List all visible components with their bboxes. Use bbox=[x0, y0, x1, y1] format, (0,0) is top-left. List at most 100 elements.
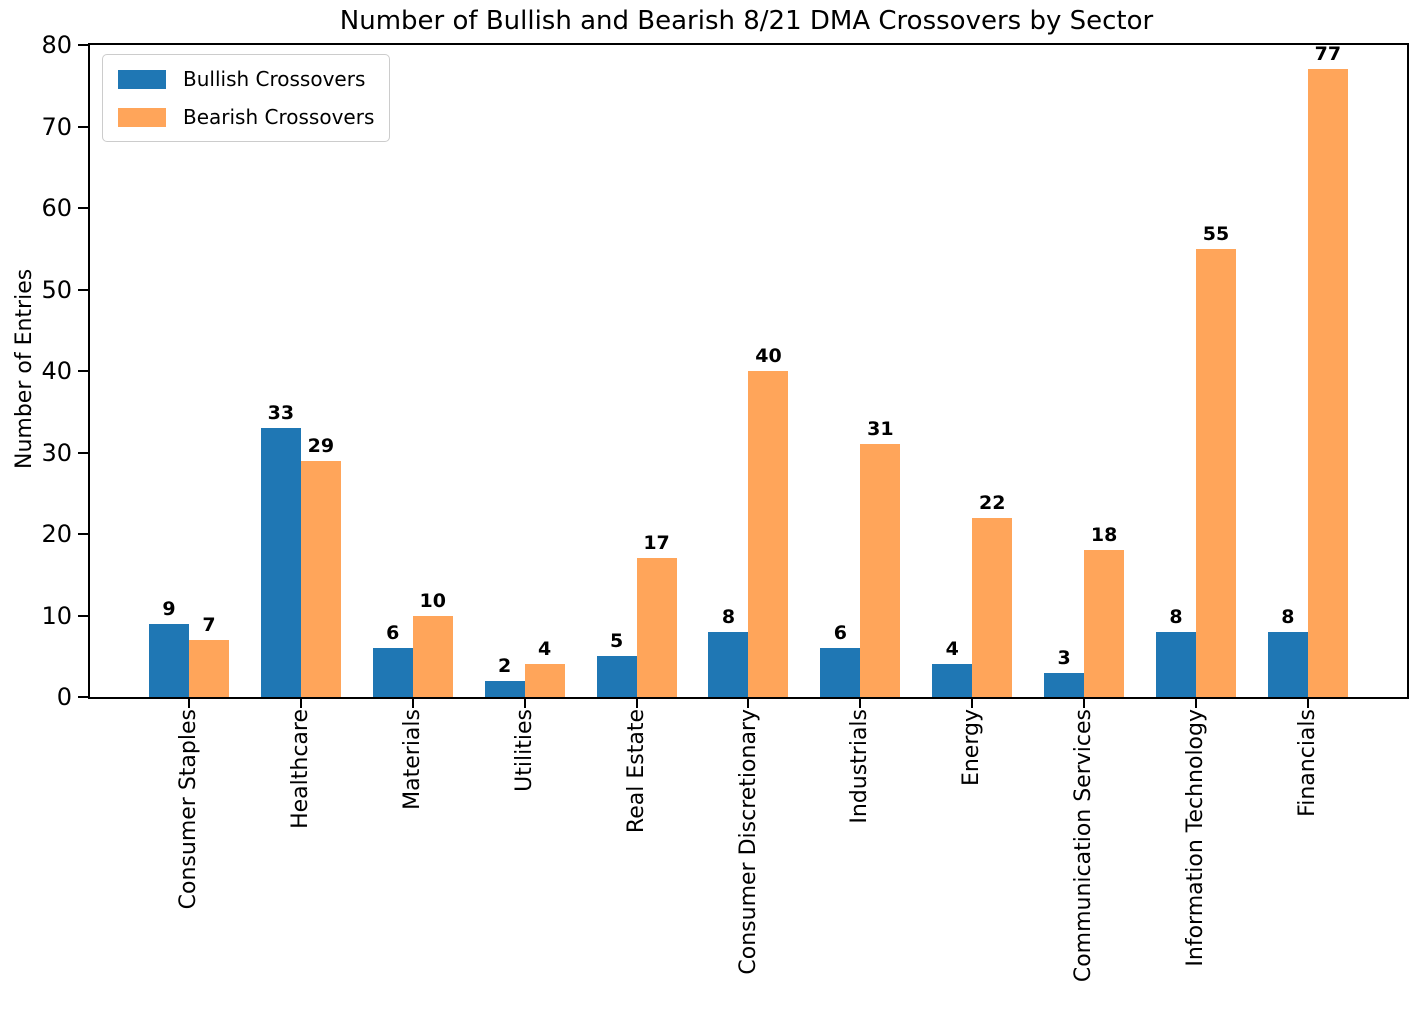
value-label-bullish-crossovers-materials: 6 bbox=[386, 622, 400, 645]
y-tick-label-70: 70 bbox=[41, 112, 72, 141]
x-tick-mark bbox=[1195, 699, 1198, 708]
y-tick-mark bbox=[78, 207, 88, 209]
x-tick-label-consumer-discretionary: Consumer Discretionary bbox=[735, 709, 761, 975]
x-tick-label-materials: Materials bbox=[399, 709, 425, 810]
bullish-crossovers-bar-financials bbox=[1267, 631, 1308, 697]
bullish-crossovers-bar-materials bbox=[372, 648, 413, 697]
value-label-bearish-crossovers-industrials: 31 bbox=[867, 418, 894, 441]
y-tick-mark bbox=[78, 451, 88, 454]
bar-group-financials: 8 77 bbox=[1267, 43, 1348, 708]
y-tick-label-30: 30 bbox=[41, 438, 72, 467]
bullish-crossovers-bar-energy bbox=[932, 664, 973, 697]
value-label-bearish-crossovers-real-estate: 17 bbox=[643, 532, 670, 555]
bearish-crossovers-bar-healthcare bbox=[300, 460, 341, 697]
y-tick-mark bbox=[78, 288, 88, 291]
value-label-bearish-crossovers-healthcare: 29 bbox=[307, 434, 335, 457]
bar-group-energy: 4 22 bbox=[932, 45, 1013, 708]
x-tick-label-information-technology: Information Technology bbox=[1183, 709, 1209, 967]
bullish-crossovers-bar-industrials bbox=[820, 648, 861, 697]
value-label-bullish-crossovers-consumer-discretionary: 8 bbox=[721, 605, 736, 628]
value-label-bullish-crossovers-energy: 4 bbox=[945, 638, 959, 661]
value-label-bullish-crossovers-information-technology: 8 bbox=[1169, 605, 1183, 628]
x-tick-mark bbox=[859, 699, 862, 708]
y-tick-label-0: 0 bbox=[56, 683, 72, 711]
x-tick-mark bbox=[971, 699, 974, 708]
value-label-bearish-crossovers-consumer-staples: 7 bbox=[202, 613, 216, 636]
legend: Bullish Crossovers Bearish Crossovers bbox=[102, 54, 391, 142]
y-tick-mark bbox=[78, 44, 88, 46]
x-tick-mark bbox=[299, 699, 302, 708]
legend-swatch-bearish bbox=[118, 107, 166, 127]
legend-item-bearish: Bearish Crossovers bbox=[118, 103, 374, 131]
x-tick-label-financials: Financials bbox=[1295, 709, 1320, 817]
bearish-crossovers-bar-financials bbox=[1307, 69, 1348, 697]
bearish-crossovers-bar-materials bbox=[412, 615, 453, 697]
x-tick-label-communication-services: Communication Services bbox=[1071, 709, 1097, 983]
bearish-crossovers-bar-utilities bbox=[524, 664, 565, 697]
legend-item-bullish: Bullish Crossovers bbox=[118, 65, 374, 93]
plot-area: 9 7 33 29 6 10 2 4 5 17 8 40 6 31 4 22 3 18 8 55 8 77 Bullish… bbox=[88, 43, 1409, 708]
y-tick-mark bbox=[78, 696, 88, 698]
value-label-bearish-crossovers-energy: 22 bbox=[979, 491, 1006, 514]
x-tick-mark bbox=[411, 699, 414, 708]
value-label-bullish-crossovers-consumer-staples: 9 bbox=[162, 597, 176, 620]
x-tick-label-consumer-staples: Consumer Staples bbox=[176, 709, 201, 910]
x-tick-mark bbox=[1083, 699, 1086, 708]
bearish-crossovers-bar-consumer-staples bbox=[189, 639, 229, 697]
y-tick-label-80: 80 bbox=[41, 31, 72, 59]
legend-swatch-bullish bbox=[118, 69, 166, 89]
value-label-bearish-crossovers-financials: 77 bbox=[1314, 43, 1342, 66]
x-tick-mark bbox=[523, 699, 526, 708]
value-label-bearish-crossovers-consumer-discretionary: 40 bbox=[755, 345, 782, 367]
y-tick-mark bbox=[78, 533, 88, 535]
bearish-crossovers-bar-communication-services bbox=[1084, 550, 1125, 697]
y-tick-label-10: 10 bbox=[41, 601, 72, 630]
bearish-crossovers-bar-energy bbox=[972, 517, 1013, 697]
value-label-bullish-crossovers-industrials: 6 bbox=[833, 622, 847, 645]
value-label-bearish-crossovers-communication-services: 18 bbox=[1090, 524, 1118, 547]
bar-group-materials: 6 10 bbox=[372, 45, 453, 708]
x-tick-label-real-estate: Real Estate bbox=[623, 709, 649, 834]
value-label-bullish-crossovers-healthcare: 33 bbox=[267, 402, 295, 425]
x-tick-mark bbox=[188, 699, 190, 708]
bar-group-real-estate: 5 17 bbox=[596, 45, 677, 708]
bullish-crossovers-bar-consumer-discretionary bbox=[708, 631, 749, 697]
y-tick-label-60: 60 bbox=[41, 194, 72, 222]
value-label-bearish-crossovers-materials: 10 bbox=[419, 589, 446, 612]
value-label-bullish-crossovers-communication-services: 3 bbox=[1057, 646, 1071, 669]
bar-group-consumer-discretionary: 8 40 bbox=[708, 45, 789, 708]
bearish-crossovers-bar-industrials bbox=[860, 444, 901, 697]
legend-label-bullish: Bullish Crossovers bbox=[183, 67, 366, 91]
bullish-crossovers-bar-utilities bbox=[484, 680, 525, 697]
bearish-crossovers-bar-real-estate bbox=[636, 558, 677, 697]
bearish-crossovers-bar-consumer-discretionary bbox=[748, 371, 789, 697]
bullish-crossovers-bar-information-technology bbox=[1156, 631, 1197, 697]
y-tick-label-50: 50 bbox=[41, 275, 72, 304]
value-label-bullish-crossovers-utilities: 2 bbox=[498, 654, 512, 677]
legend-label-bearish: Bearish Crossovers bbox=[183, 105, 375, 129]
y-tick-mark bbox=[78, 370, 88, 372]
y-tick-mark bbox=[78, 125, 88, 128]
x-tick-label-energy: Energy bbox=[959, 709, 985, 787]
value-label-bearish-crossovers-utilities: 4 bbox=[538, 638, 552, 661]
bullish-crossovers-bar-consumer-staples bbox=[149, 623, 189, 697]
x-tick-label-healthcare: Healthcare bbox=[287, 709, 313, 829]
bullish-crossovers-bar-real-estate bbox=[596, 656, 637, 697]
bullish-crossovers-bar-healthcare bbox=[260, 428, 301, 697]
x-tick-mark bbox=[1306, 699, 1309, 708]
bar-group-healthcare: 33 29 bbox=[260, 45, 341, 708]
bar-group-communication-services: 3 18 bbox=[1044, 45, 1125, 708]
bearish-crossovers-bar-information-technology bbox=[1196, 248, 1237, 697]
bar-group-information-technology: 8 55 bbox=[1156, 45, 1237, 708]
bullish-crossovers-bar-communication-services bbox=[1044, 672, 1085, 697]
x-tick-label-utilities: Utilities bbox=[511, 709, 537, 792]
x-tick-mark bbox=[635, 699, 638, 708]
value-label-bullish-crossovers-financials: 8 bbox=[1281, 605, 1295, 628]
y-tick-label-40: 40 bbox=[41, 357, 72, 385]
bar-group-industrials: 6 31 bbox=[820, 45, 901, 708]
x-tick-label-industrials: Industrials bbox=[847, 709, 873, 824]
bars-container: 9 7 33 29 6 10 2 4 5 17 8 40 6 31 4 22 3 18 8 55 8 77 bbox=[90, 43, 1407, 708]
